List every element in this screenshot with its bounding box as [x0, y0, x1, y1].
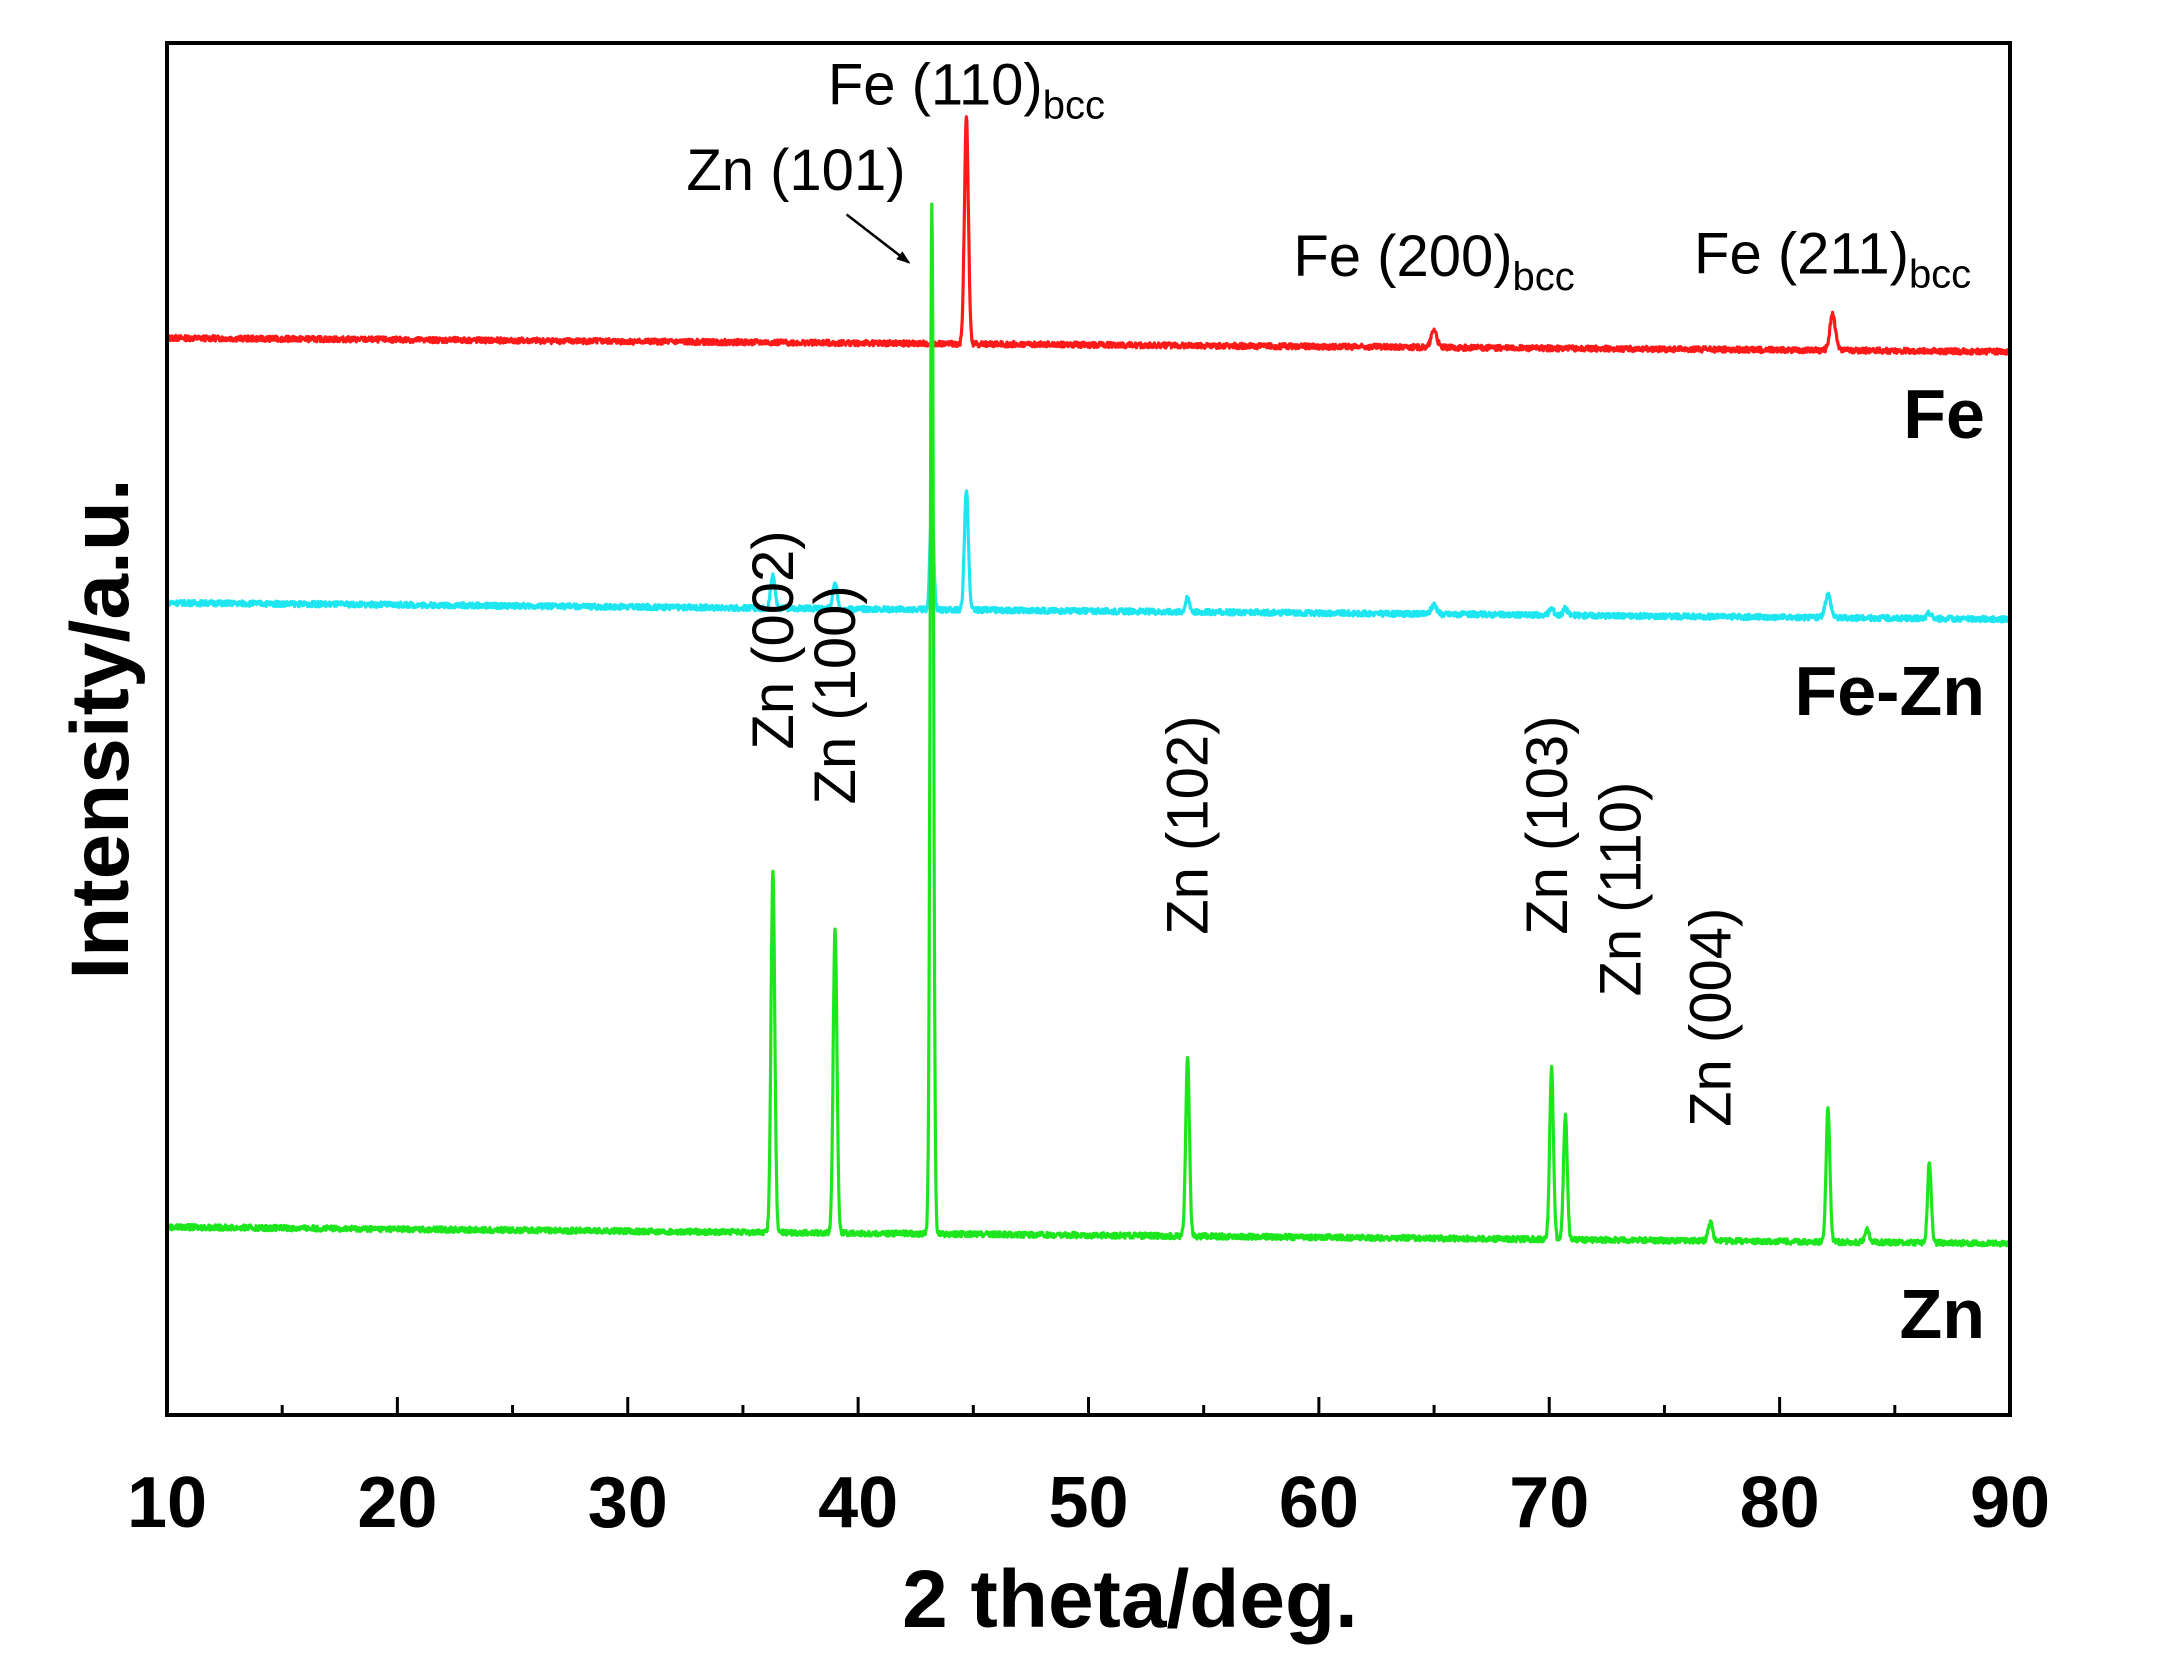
annotation-subscript: bcc — [1909, 252, 1971, 296]
series-label-zn: Zn — [1899, 1275, 1985, 1353]
series-line-zn — [165, 202, 2012, 1248]
x-tick-label: 80 — [1740, 1463, 1820, 1543]
peak-annotation: Zn (102) — [1156, 716, 1221, 935]
annotation-text: Zn (102) — [1156, 716, 1221, 935]
peak-annotation: Zn (110) — [1589, 782, 1654, 997]
series-line-fe-zn — [165, 489, 2012, 624]
annotation-text: Fe (211) — [1694, 221, 1909, 286]
annotation-text: Zn (103) — [1515, 716, 1580, 935]
series-labels: Fe Fe-Zn Zn — [1794, 375, 1985, 1353]
series-label-fe: Fe — [1903, 375, 1985, 453]
x-tick-label: 70 — [1509, 1463, 1589, 1543]
annotation-subscript: bcc — [1513, 255, 1575, 299]
peak-annotation: Zn (004) — [1679, 908, 1744, 1127]
annotation-subscript: bcc — [1043, 84, 1105, 128]
annotation-text: Zn (004) — [1679, 908, 1744, 1127]
x-axis-title: 2 theta/deg. — [902, 1554, 1358, 1645]
peak-annotation: Zn (002) — [741, 530, 806, 749]
peak-annotation: Fe (200)bcc — [1293, 224, 1574, 299]
x-tick-label: 40 — [818, 1463, 898, 1543]
annotation-text: Fe (200) — [1293, 224, 1512, 289]
x-tick-label: 50 — [1048, 1463, 1128, 1543]
peak-annotation: Zn (101) — [686, 138, 905, 203]
x-tick-label: 20 — [357, 1463, 437, 1543]
series-line-fe — [165, 115, 2012, 356]
peak-annotation: Fe (110)bcc — [828, 53, 1105, 128]
annotation-text: Zn (002) — [741, 530, 806, 749]
x-axis-ticks: 10 20 30 40 50 60 70 80 90 — [127, 1397, 2050, 1543]
series-layer — [165, 115, 2012, 1248]
series-label-fe-zn: Fe-Zn — [1794, 652, 1985, 730]
x-tick-label: 90 — [1970, 1463, 2050, 1543]
annotation-text: Zn (110) — [1589, 782, 1654, 997]
x-tick-label: 30 — [588, 1463, 668, 1543]
y-axis-title: Intensity/a.u. — [55, 478, 146, 979]
annotation-text: Fe (110) — [828, 53, 1043, 118]
annotation-text: Zn (101) — [686, 138, 905, 203]
x-tick-label: 10 — [127, 1463, 207, 1543]
peak-annotation: Fe (211)bcc — [1694, 221, 1971, 296]
x-tick-label: 60 — [1279, 1463, 1359, 1543]
peak-annotation: Zn (103) — [1515, 716, 1580, 935]
peak-annotation: Zn (100) — [803, 585, 868, 804]
zn101-pointer-arrow — [845, 213, 911, 264]
annotation-text: Zn (100) — [803, 585, 868, 804]
